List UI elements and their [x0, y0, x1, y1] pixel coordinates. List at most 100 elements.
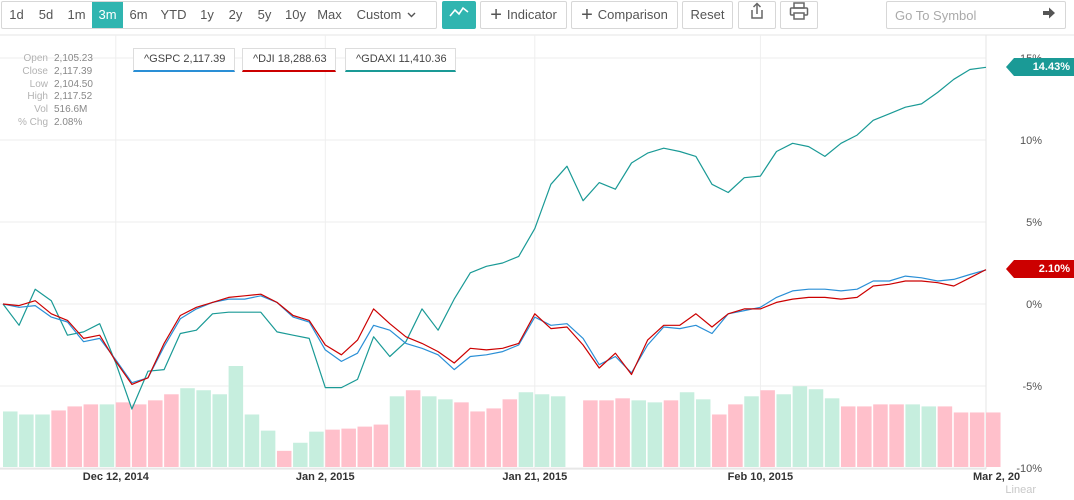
- range-label: 1m: [67, 7, 86, 22]
- range-label: YTD: [160, 7, 187, 22]
- volume-bar: [83, 404, 99, 467]
- volume-bar: [615, 398, 630, 467]
- dji-last-value: 2.10%: [1038, 263, 1070, 275]
- volume-bar: [470, 411, 485, 467]
- volume-bar: [921, 406, 937, 467]
- volume-bar: [35, 414, 50, 467]
- close-label: Close: [22, 65, 48, 77]
- pct-change-label: % Chg: [17, 116, 48, 128]
- range-button-2y[interactable]: 2y: [221, 2, 250, 28]
- scale-mode[interactable]: Linear: [1005, 484, 1036, 496]
- range-label: 2y: [228, 7, 243, 22]
- volume-bar: [631, 400, 646, 467]
- open-value: 2,105.23: [54, 53, 93, 64]
- series-line-dji: [2, 269, 987, 385]
- volume-bar: [341, 428, 356, 467]
- range-label: 6m: [129, 7, 148, 22]
- volume-bar: [905, 404, 920, 467]
- legend-gdaxi[interactable]: ^GDAXI 11,410.36: [345, 48, 456, 72]
- legend-dji-label: ^DJI 18,288.63: [253, 53, 327, 65]
- print-icon: [789, 1, 809, 29]
- print-button[interactable]: [780, 1, 818, 29]
- volume-bar: [67, 406, 82, 467]
- volume-bar: [51, 410, 66, 467]
- indicator-button[interactable]: + Indicator: [480, 1, 567, 29]
- volume-bar: [19, 414, 34, 467]
- ohlc-readout: Open 2,105.23 Close 2,117.39 Low 2,104.50 H…: [10, 53, 93, 130]
- close-value: 2,117.39: [54, 65, 93, 77]
- symbol-search-input[interactable]: [887, 2, 1033, 28]
- series-line-gspc: [2, 269, 987, 384]
- volume-bar: [164, 394, 179, 467]
- dji-last-value-badge: 2.10%: [1006, 260, 1074, 278]
- range-button-5d[interactable]: 5d: [31, 2, 61, 28]
- volume-bar: [438, 399, 453, 467]
- volume-bar: [228, 366, 244, 467]
- y-tick-label: 5%: [1026, 217, 1042, 229]
- indicator-label: Indicator: [506, 7, 557, 22]
- series-line-gdaxi: [2, 66, 987, 410]
- share-button[interactable]: [738, 1, 776, 29]
- range-button-ytd[interactable]: YTD: [154, 2, 193, 28]
- y-tick-label: 10%: [1020, 135, 1042, 147]
- volume-bar: [663, 400, 679, 467]
- volume-bar: [309, 431, 324, 467]
- chart-toolbar: 1d 5d 1m 3m 6m YTD 1y 2y 5y 10y Max Custom + Indica…: [0, 0, 1074, 31]
- volume-bar: [357, 426, 373, 467]
- volume-bar: [260, 430, 276, 467]
- vol-value: 516.6M: [54, 104, 88, 116]
- volume-bar: [454, 402, 469, 467]
- volume-bar: [244, 414, 260, 467]
- volume-bar: [389, 396, 405, 467]
- search-go-button[interactable]: [1033, 2, 1065, 28]
- range-label: 1y: [200, 7, 214, 22]
- volume-bar: [969, 412, 985, 467]
- comparison-button[interactable]: + Comparison: [571, 1, 678, 29]
- y-tick-label: 0%: [1026, 299, 1042, 311]
- legend-gspc-label: ^GSPC 2,117.39: [144, 53, 226, 65]
- arrow-right-icon: [1042, 6, 1056, 24]
- open-label: Open: [23, 53, 48, 64]
- gdaxi-last-value-badge: 14.43%: [1006, 58, 1074, 76]
- share-icon: [749, 1, 765, 29]
- range-button-10y[interactable]: 10y: [279, 2, 312, 28]
- volume-bar: [760, 390, 775, 467]
- range-selector: 1d 5d 1m 3m 6m YTD 1y 2y 5y 10y Max Custom: [1, 1, 437, 29]
- range-label: 5y: [257, 7, 272, 22]
- volume-bar: [712, 414, 727, 467]
- volume-bar: [293, 442, 308, 467]
- range-button-custom[interactable]: Custom: [347, 2, 426, 28]
- range-button-6m[interactable]: 6m: [123, 2, 154, 28]
- chart-type-button[interactable]: [442, 1, 476, 29]
- volume-bar: [728, 404, 743, 467]
- volume-bar: [373, 424, 389, 467]
- reset-button[interactable]: Reset: [682, 1, 733, 29]
- vol-label: Vol: [34, 104, 48, 116]
- legend-gdaxi-label: ^GDAXI 11,410.36: [356, 53, 447, 65]
- range-button-max[interactable]: Max: [312, 2, 347, 28]
- range-label: Custom: [356, 7, 402, 22]
- volume-bar: [212, 394, 228, 467]
- volume-bar: [647, 402, 663, 467]
- volume-bar: [486, 408, 501, 467]
- volume-bar: [550, 396, 566, 467]
- volume-bar: [889, 404, 904, 467]
- plus-icon: +: [581, 4, 593, 26]
- volume-bar: [131, 404, 147, 467]
- legend-gspc[interactable]: ^GSPC 2,117.39: [133, 48, 235, 72]
- volume-bar: [196, 390, 211, 467]
- legend-dji[interactable]: ^DJI 18,288.63: [242, 48, 336, 72]
- range-label: 1d: [9, 7, 24, 22]
- reset-label: Reset: [690, 7, 725, 22]
- range-button-1y[interactable]: 1y: [193, 2, 221, 28]
- range-button-5y[interactable]: 5y: [250, 2, 279, 28]
- volume-bar: [405, 390, 421, 467]
- range-button-3m[interactable]: 3m: [92, 2, 123, 28]
- y-tick-label: -10%: [1016, 463, 1042, 475]
- range-button-1d[interactable]: 1d: [2, 2, 31, 28]
- range-button-1m[interactable]: 1m: [61, 2, 92, 28]
- low-label: Low: [29, 78, 48, 90]
- low-value: 2,104.50: [54, 78, 93, 90]
